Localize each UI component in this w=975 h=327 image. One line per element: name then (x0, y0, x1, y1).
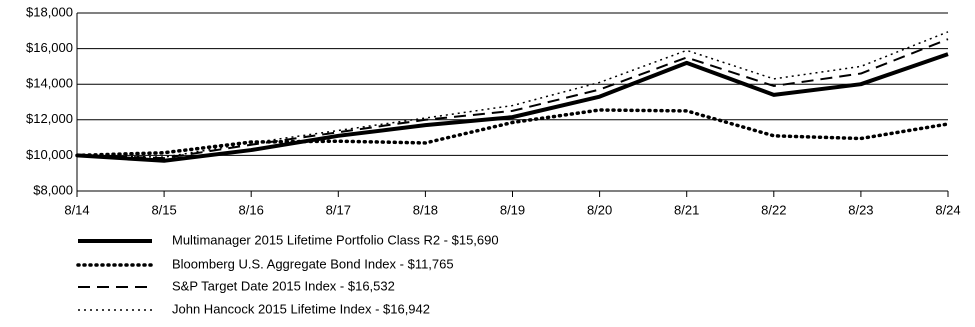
x-tick-label: 8/18 (413, 202, 438, 217)
x-tick-label: 8/20 (587, 202, 612, 217)
y-tick-label: $16,000 (26, 40, 73, 55)
legend-label: S&P Target Date 2015 Index - $16,532 (172, 278, 395, 293)
x-tick-label: 8/23 (848, 202, 873, 217)
y-tick-label: $8,000 (33, 182, 73, 197)
x-tick-label: 8/17 (326, 202, 351, 217)
x-tick-label: 8/16 (239, 202, 264, 217)
series-line (76, 38, 949, 160)
y-tick-label: $10,000 (26, 147, 73, 162)
x-tick-label: 8/22 (761, 202, 786, 217)
y-tick-label: $14,000 (26, 76, 73, 91)
legend-label: John Hancock 2015 Lifetime Index - $16,9… (172, 301, 430, 316)
y-tick-label: $18,000 (26, 4, 73, 19)
legend-label: Multimanager 2015 Lifetime Portfolio Cla… (172, 232, 499, 247)
x-tick-label: 8/15 (151, 202, 176, 217)
series-line (76, 52, 949, 163)
series-line (76, 31, 949, 158)
x-tick-label: 8/14 (64, 202, 89, 217)
x-tick-label: 8/19 (500, 202, 525, 217)
y-tick-label: $12,000 (26, 111, 73, 126)
x-tick-label: 8/24 (935, 202, 960, 217)
series-line (75, 108, 950, 158)
x-tick-label: 8/21 (674, 202, 699, 217)
legend-label: Bloomberg U.S. Aggregate Bond Index - $1… (172, 256, 454, 271)
